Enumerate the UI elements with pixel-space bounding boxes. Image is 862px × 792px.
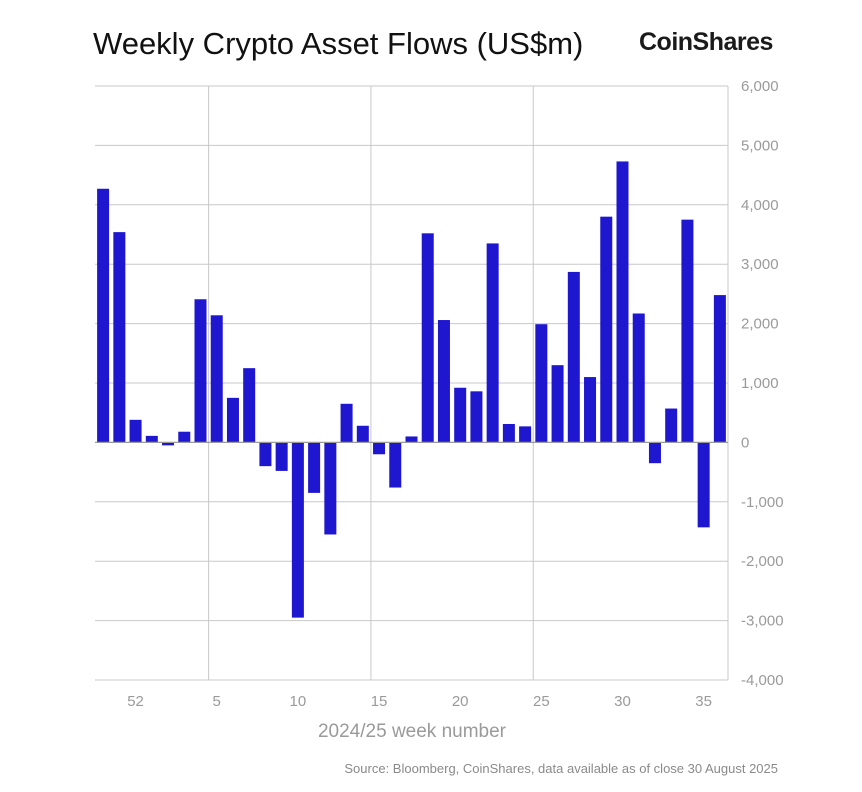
y-tick-label: 2,000 bbox=[741, 316, 779, 333]
bar-week-3 bbox=[178, 431, 191, 443]
bar-week-34 bbox=[681, 219, 694, 443]
bar-week-2 bbox=[162, 442, 175, 446]
bar-series bbox=[97, 161, 726, 618]
x-tick-label: 30 bbox=[614, 693, 631, 710]
y-axis-ticks: -4,000 -3,000 -2,000 -1,000 0 1,000 2,000 3,000… bbox=[741, 78, 784, 689]
x-axis-label: 2024/25 week number bbox=[318, 721, 507, 742]
bar-week-13 bbox=[340, 403, 353, 443]
bar-week-51 bbox=[113, 232, 126, 443]
bar-week-16 bbox=[389, 442, 402, 488]
x-tick-label: 20 bbox=[452, 693, 469, 710]
y-tick-label: -2,000 bbox=[741, 553, 784, 570]
bar-week-14 bbox=[356, 425, 369, 443]
bar-week-29 bbox=[600, 216, 613, 443]
bar-week-4 bbox=[194, 299, 207, 443]
y-tick-label: 1,000 bbox=[741, 375, 779, 392]
bar-week-35 bbox=[697, 442, 710, 528]
x-tick-label: 15 bbox=[371, 693, 388, 710]
x-tick-label: 52 bbox=[127, 693, 144, 710]
x-tick-label: 5 bbox=[213, 693, 221, 710]
x-tick-label: 25 bbox=[533, 693, 550, 710]
y-tick-label: 4,000 bbox=[741, 197, 779, 214]
bar-week-5 bbox=[210, 315, 223, 443]
bar-week-52 bbox=[129, 419, 142, 443]
bar-week-25 bbox=[535, 324, 548, 443]
bar-week-28 bbox=[584, 377, 597, 443]
bar-week-33 bbox=[665, 408, 678, 443]
x-axis-ticks: 52 5 10 15 20 25 30 35 bbox=[127, 693, 712, 710]
bar-week-1 bbox=[145, 435, 158, 443]
bar-week-6 bbox=[226, 397, 239, 443]
y-tick-label: -1,000 bbox=[741, 494, 784, 511]
coinshares-logo: CoinShares bbox=[639, 28, 773, 56]
bar-week-12 bbox=[324, 442, 337, 535]
bar-week-30 bbox=[616, 161, 629, 443]
y-tick-label: 5,000 bbox=[741, 137, 779, 154]
bar-week-50 bbox=[97, 188, 110, 443]
y-tick-label: -3,000 bbox=[741, 613, 784, 630]
y-tick-label: -4,000 bbox=[741, 672, 784, 689]
bar-week-15 bbox=[373, 442, 386, 455]
bar-week-20 bbox=[454, 387, 467, 443]
vertical-gridlines bbox=[208, 86, 729, 680]
bar-week-11 bbox=[308, 442, 321, 493]
bar-week-27 bbox=[567, 271, 580, 443]
bar-week-26 bbox=[551, 365, 564, 443]
y-tick-label: 3,000 bbox=[741, 256, 779, 273]
bar-week-21 bbox=[470, 391, 483, 443]
bar-week-9 bbox=[275, 442, 288, 471]
bar-week-8 bbox=[259, 442, 272, 467]
bar-week-22 bbox=[486, 243, 499, 443]
bar-week-19 bbox=[437, 320, 450, 443]
y-tick-label: 6,000 bbox=[741, 78, 779, 95]
y-tick-label: 0 bbox=[741, 434, 749, 451]
x-tick-label: 10 bbox=[290, 693, 307, 710]
bar-week-23 bbox=[502, 423, 515, 443]
bar-week-18 bbox=[421, 233, 434, 443]
bar-week-10 bbox=[291, 442, 304, 618]
bar-week-24 bbox=[519, 426, 532, 443]
chart-title: Weekly Crypto Asset Flows (US$m) bbox=[93, 26, 584, 61]
bar-week-31 bbox=[632, 313, 645, 443]
x-tick-label: 35 bbox=[695, 693, 712, 710]
bar-week-36 bbox=[713, 295, 726, 443]
source-note: Source: Bloomberg, CoinShares, data avai… bbox=[344, 761, 778, 776]
bar-week-32 bbox=[648, 442, 661, 464]
bar-week-17 bbox=[405, 436, 418, 443]
bar-week-7 bbox=[243, 368, 256, 443]
